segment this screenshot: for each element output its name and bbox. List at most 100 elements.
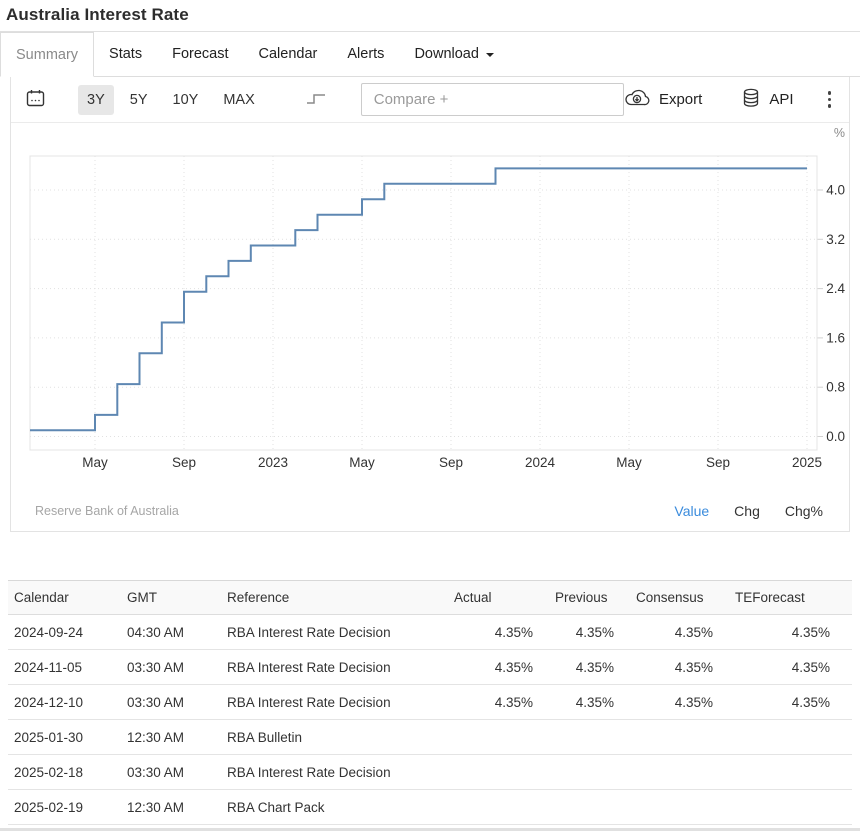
cell: 2024-09-24 [8, 615, 114, 650]
x-tick-label: Sep [172, 455, 196, 470]
calendar-range-button[interactable] [21, 84, 50, 116]
range-button-3y[interactable]: 3Y [78, 85, 114, 115]
cell: 04:30 AM [114, 615, 214, 650]
api-label: API [769, 91, 793, 108]
cell: 2025-02-18 [8, 755, 114, 790]
page-title: Australia Interest Rate [0, 0, 860, 31]
calendar-icon [25, 88, 46, 112]
tab-label: Calendar [259, 46, 318, 62]
chart-footer-links: Value Chg Chg% [674, 503, 823, 519]
footer-link-chg-pct[interactable]: Chg% [785, 503, 823, 519]
col-header-reference: Reference [214, 581, 454, 615]
database-icon [742, 88, 760, 112]
cell: 4.35% [636, 650, 735, 685]
range-button-10y[interactable]: 10Y [164, 85, 208, 115]
tab-stats[interactable]: Stats [94, 32, 157, 76]
cell [555, 755, 636, 790]
cell: 2024-11-05 [8, 650, 114, 685]
y-axis-unit: % [834, 126, 845, 140]
compare-input[interactable] [361, 83, 624, 116]
tab-summary[interactable]: Summary [0, 32, 94, 77]
cell: RBA Chart Pack [214, 790, 454, 825]
x-tick-label: May [82, 455, 108, 470]
y-tick-label: 1.6 [826, 330, 845, 345]
x-tick-label: 2024 [525, 455, 556, 470]
cell: 03:30 AM [114, 755, 214, 790]
cell: 2025-01-30 [8, 720, 114, 755]
x-tick-label: May [616, 455, 642, 470]
export-button[interactable]: Export [624, 88, 702, 111]
cell: 03:30 AM [114, 650, 214, 685]
tab-label: Stats [109, 46, 142, 62]
table-row[interactable]: 2025-01-3012:30 AMRBA Bulletin [8, 720, 852, 755]
rate-step-line [30, 168, 807, 430]
chart-type-button[interactable] [302, 86, 332, 113]
caret-down-icon [486, 53, 494, 57]
cell: 4.35% [555, 685, 636, 720]
cell: 03:30 AM [114, 685, 214, 720]
table-header-row: CalendarGMTReferenceActualPreviousConsen… [8, 581, 852, 615]
cell: RBA Interest Rate Decision [214, 615, 454, 650]
cloud-download-icon [624, 88, 650, 111]
cell: 4.35% [735, 615, 852, 650]
cell: 12:30 AM [114, 720, 214, 755]
chart-panel: 3Y5Y10YMAX Export [10, 77, 850, 532]
x-tick-label: Sep [706, 455, 730, 470]
col-header-previous: Previous [555, 581, 636, 615]
y-tick-label: 0.0 [826, 429, 845, 444]
y-tick-label: 3.2 [826, 232, 845, 247]
y-tick-label: 2.4 [826, 281, 845, 296]
x-tick-label: 2023 [258, 455, 288, 470]
cell [636, 790, 735, 825]
table-row[interactable]: 2024-12-1003:30 AMRBA Interest Rate Deci… [8, 685, 852, 720]
cell: 4.35% [636, 615, 735, 650]
col-header-actual: Actual [454, 581, 555, 615]
tab-calendar[interactable]: Calendar [244, 32, 333, 76]
cell [735, 755, 852, 790]
footer-link-value[interactable]: Value [674, 503, 709, 519]
col-header-teforecast: TEForecast [735, 581, 852, 615]
range-button-max[interactable]: MAX [214, 85, 263, 115]
col-header-consensus: Consensus [636, 581, 735, 615]
table-row[interactable]: 2024-11-0503:30 AMRBA Interest Rate Deci… [8, 650, 852, 685]
chart-source: Reserve Bank of Australia [35, 504, 179, 518]
cell [454, 720, 555, 755]
cell [454, 755, 555, 790]
cell: 2025-02-19 [8, 790, 114, 825]
tab-bar: Summary Stats Forecast Calendar Alerts Downlo… [0, 31, 860, 77]
cell: 4.35% [735, 685, 852, 720]
cell: RBA Bulletin [214, 720, 454, 755]
col-header-calendar: Calendar [8, 581, 114, 615]
table-row[interactable]: 2025-02-1912:30 AMRBA Chart Pack [8, 790, 852, 825]
step-line-icon [306, 90, 328, 109]
tab-label: Forecast [172, 46, 228, 62]
tab-label: Download [414, 46, 479, 62]
y-tick-label: 0.8 [826, 380, 845, 395]
range-buttons: 3Y5Y10YMAX [78, 85, 271, 115]
col-header-gmt: GMT [114, 581, 214, 615]
api-button[interactable]: API [742, 88, 793, 112]
cell: RBA Interest Rate Decision [214, 685, 454, 720]
cell: RBA Interest Rate Decision [214, 650, 454, 685]
cell: 12:30 AM [114, 790, 214, 825]
kebab-menu-icon [828, 91, 832, 108]
interest-rate-chart[interactable]: 0.0 0.8 1.6 2.4 3.2 4.0% May Sep 2023 May Sep 2024 M… [11, 123, 849, 475]
cell: 4.35% [454, 650, 555, 685]
tab-download[interactable]: Download [399, 32, 509, 76]
table-row[interactable]: 2024-09-2404:30 AMRBA Interest Rate Deci… [8, 615, 852, 650]
cell: RBA Interest Rate Decision [214, 755, 454, 790]
x-tick-label: Sep [439, 455, 463, 470]
tab-alerts[interactable]: Alerts [332, 32, 399, 76]
y-tick-label: 4.0 [826, 183, 845, 198]
more-options-button[interactable] [820, 87, 840, 112]
cell [555, 720, 636, 755]
x-tick-label: May [349, 455, 375, 470]
range-button-5y[interactable]: 5Y [121, 85, 157, 115]
cell [636, 755, 735, 790]
footer-link-chg[interactable]: Chg [734, 503, 760, 519]
tab-forecast[interactable]: Forecast [157, 32, 243, 76]
cell [636, 720, 735, 755]
cell: 4.35% [555, 650, 636, 685]
cell: 4.35% [735, 650, 852, 685]
table-row[interactable]: 2025-02-1803:30 AMRBA Interest Rate Deci… [8, 755, 852, 790]
